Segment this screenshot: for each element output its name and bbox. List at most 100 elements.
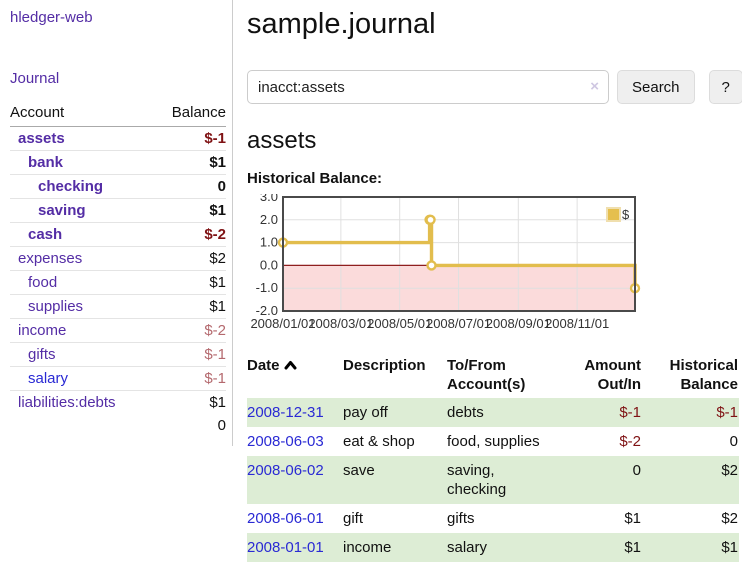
register-row: 2008-06-02 save saving, checking 0 $2 bbox=[247, 456, 739, 504]
account-row: saving $1 bbox=[10, 198, 226, 223]
account-link[interactable]: cash bbox=[28, 226, 63, 243]
txn-date-cell: 2008-06-03 bbox=[247, 427, 343, 456]
legend-label: $ bbox=[622, 207, 630, 222]
txn-description: save bbox=[343, 462, 375, 479]
account-balance: $-1 bbox=[152, 342, 226, 367]
txn-date-cell: 2008-06-02 bbox=[247, 456, 343, 504]
account-balance: $1 bbox=[152, 270, 226, 295]
balance-column-header-register: Historical Balance bbox=[669, 357, 738, 393]
help-button[interactable]: ? bbox=[708, 70, 742, 104]
txn-amount: $-2 bbox=[619, 433, 641, 450]
account-row: expenses $2 bbox=[10, 246, 226, 271]
y-tick-label: 1.0 bbox=[260, 235, 278, 250]
account-column-header: Account bbox=[10, 100, 153, 127]
search-form: × Search ? bbox=[247, 70, 742, 104]
txn-accounts: debts bbox=[447, 404, 484, 421]
account-row: supplies $1 bbox=[10, 294, 226, 319]
account-balance: $-1 bbox=[152, 366, 226, 391]
chart-svg: $3.0 2.0 1.0 0.0 -1.0 -2.02008/01/012008/03/0… bbox=[250, 189, 641, 331]
x-tick-label: 2008/07/01 bbox=[426, 316, 491, 331]
account-link[interactable]: gifts bbox=[28, 346, 56, 363]
account-balance: $-1 bbox=[204, 130, 226, 147]
txn-balance: $1 bbox=[721, 539, 738, 556]
y-tick-label: -2.0 bbox=[256, 303, 278, 318]
txn-date-link[interactable]: 2008-06-01 bbox=[247, 510, 324, 527]
txn-amount: 0 bbox=[632, 462, 641, 479]
account-balance: $1 bbox=[152, 294, 226, 319]
register-table: Date Description To/From Account(s) Amou… bbox=[247, 352, 739, 562]
account-balance: $1 bbox=[152, 390, 226, 414]
account-row: cash $-2 bbox=[10, 222, 226, 247]
txn-date-link[interactable]: 2008-12-31 bbox=[247, 404, 324, 421]
account-link[interactable]: income bbox=[18, 322, 67, 339]
account-link[interactable]: saving bbox=[38, 202, 86, 219]
txn-balance: $-1 bbox=[716, 404, 738, 421]
txn-description: pay off bbox=[343, 404, 388, 421]
legend-swatch bbox=[606, 207, 621, 222]
account-balance: $1 bbox=[152, 150, 226, 175]
account-balance: $-2 bbox=[152, 318, 226, 343]
date-column-header[interactable]: Date bbox=[247, 352, 343, 398]
historical-balance-label: Historical Balance: bbox=[247, 170, 383, 187]
txn-amount: $1 bbox=[624, 510, 641, 527]
txn-date-link[interactable]: 2008-06-03 bbox=[247, 433, 324, 450]
account-row: liabilities:debts $1 bbox=[10, 390, 226, 414]
txn-amount: $-1 bbox=[619, 404, 641, 421]
account-link[interactable]: liabilities:debts bbox=[18, 394, 116, 411]
accounts-column-header: To/From Account(s) bbox=[447, 357, 526, 393]
clear-search-icon[interactable]: × bbox=[590, 78, 599, 95]
txn-date-link[interactable]: 2008-01-01 bbox=[247, 539, 324, 556]
chevron-up-icon bbox=[284, 361, 297, 370]
account-link[interactable]: assets bbox=[18, 130, 65, 147]
txn-accounts: gifts bbox=[447, 510, 475, 527]
x-tick-label: 2008/11/01 bbox=[545, 316, 609, 331]
account-link[interactable]: checking bbox=[38, 178, 104, 195]
accounts-total-row: 0 bbox=[10, 414, 226, 437]
register-row: 2008-01-01 income salary $1 $1 bbox=[247, 533, 739, 562]
account-balance: 0 bbox=[152, 174, 226, 199]
y-tick-label: 0.0 bbox=[260, 257, 278, 272]
register-row: 2008-06-01 gift gifts $1 $2 bbox=[247, 504, 739, 533]
txn-description: income bbox=[343, 539, 392, 556]
y-tick-label: 3.0 bbox=[260, 194, 278, 204]
account-row: salary $-1 bbox=[10, 366, 226, 391]
sidebar-item-journal[interactable]: Journal bbox=[10, 70, 60, 87]
balance-column-header: Balance bbox=[152, 100, 226, 127]
account-link[interactable]: salary bbox=[28, 370, 69, 387]
txn-description: gift bbox=[343, 510, 364, 527]
x-tick-label: 2008/05/01 bbox=[367, 316, 432, 331]
txn-balance: $2 bbox=[721, 462, 738, 479]
brand-link[interactable]: hledger-web bbox=[10, 9, 93, 26]
balance-chart[interactable]: $3.0 2.0 1.0 0.0 -1.0 -2.0 2008/01/01 2008/03/0… bbox=[247, 189, 742, 339]
account-link[interactable]: expenses bbox=[18, 250, 83, 267]
amount-column-header: Amount Out/In bbox=[584, 357, 641, 393]
account-link[interactable]: supplies bbox=[28, 298, 84, 315]
account-link[interactable]: bank bbox=[28, 154, 64, 171]
main-content: sample.journal × Search ? assets Histori… bbox=[233, 0, 742, 562]
txn-accounts: saving, checking bbox=[447, 462, 507, 498]
y-tick-label: 2.0 bbox=[260, 212, 278, 227]
txn-accounts: food, supplies bbox=[447, 433, 540, 450]
txn-date-cell: 2008-01-01 bbox=[247, 533, 343, 562]
register-row: 2008-12-31 pay off debts $-1 $-1 bbox=[247, 398, 739, 427]
search-input[interactable] bbox=[247, 70, 609, 104]
accounts-total-value: 0 bbox=[217, 417, 226, 434]
x-tick-label: 2008/03/01 bbox=[308, 316, 373, 331]
account-balance: $2 bbox=[152, 246, 226, 271]
account-row: gifts $-1 bbox=[10, 342, 226, 367]
page-title: sample.journal bbox=[247, 8, 436, 40]
txn-accounts: salary bbox=[447, 539, 488, 556]
x-tick-label: 2008/01/01 bbox=[250, 316, 315, 331]
y-tick-label: -1.0 bbox=[256, 280, 278, 295]
txn-amount: $1 bbox=[624, 539, 641, 556]
search-button[interactable]: Search bbox=[617, 70, 695, 104]
account-row: assets $-1 bbox=[10, 127, 226, 151]
txn-description: eat & shop bbox=[343, 433, 415, 450]
txn-balance: 0 bbox=[729, 433, 738, 450]
txn-date-link[interactable]: 2008-06-02 bbox=[247, 462, 324, 479]
sidebar: hledger-web Journal Account Balance asse… bbox=[0, 0, 233, 446]
account-link[interactable]: food bbox=[28, 274, 58, 291]
account-balance: $-2 bbox=[152, 222, 226, 247]
account-heading: assets bbox=[247, 127, 317, 154]
register-row: 2008-06-03 eat & shop food, supplies $-2 0 bbox=[247, 427, 739, 456]
